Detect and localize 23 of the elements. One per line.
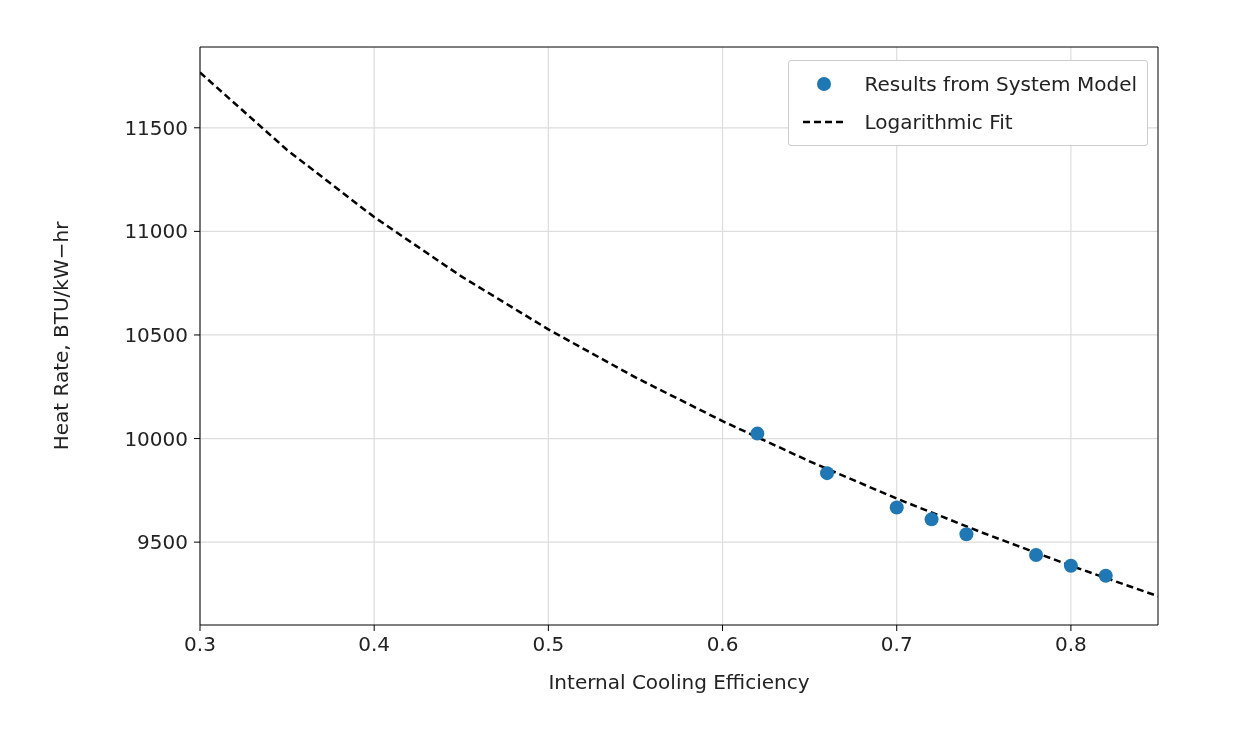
point — [959, 527, 974, 542]
y-tick-label: 9500 — [137, 530, 188, 555]
y-tick-label: 10000 — [124, 426, 188, 451]
x-tick-label: 0.5 — [532, 632, 565, 657]
legend-label: Results from System Model — [864, 72, 1137, 96]
point — [1098, 568, 1113, 583]
y-tick-label: 11500 — [124, 115, 188, 140]
point — [924, 512, 939, 527]
point — [889, 500, 904, 515]
x-tick-label: 0.3 — [184, 632, 216, 657]
y-tick-label: 10500 — [124, 323, 188, 348]
legend-label: Logarithmic Fit — [864, 110, 1013, 134]
point — [1029, 547, 1044, 562]
point — [820, 466, 835, 481]
x-axis-title: Internal Cooling Efficiency — [548, 670, 810, 695]
point — [1063, 558, 1078, 573]
point — [750, 426, 765, 441]
x-tick-label: 0.6 — [706, 632, 739, 657]
x-tick-label: 0.7 — [880, 632, 913, 657]
x-tick-label: 0.8 — [1055, 632, 1087, 657]
y-axis-title: Heat Rate, BTU/kW−hr — [49, 220, 73, 451]
y-tick-label: 11000 — [124, 219, 188, 244]
x-tick-label: 0.4 — [358, 632, 391, 657]
